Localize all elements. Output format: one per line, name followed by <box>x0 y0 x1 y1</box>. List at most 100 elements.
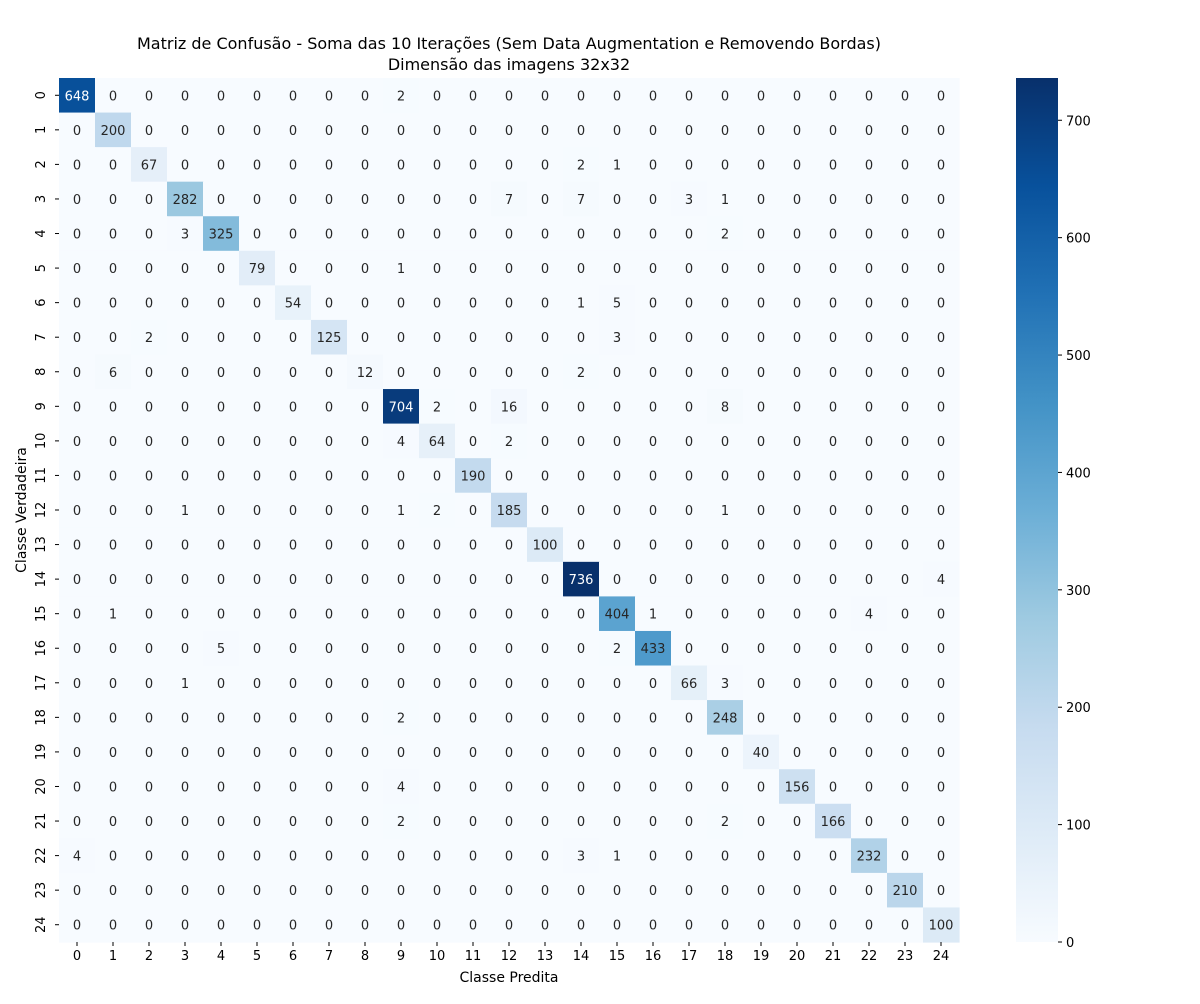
heatmap-cell <box>707 112 744 148</box>
cell-value-label: 4 <box>397 780 405 795</box>
heatmap-cell <box>347 216 384 252</box>
cell-value-label: 0 <box>649 89 657 104</box>
cell-value-label: 0 <box>505 642 513 657</box>
cell-value-label: 0 <box>793 573 801 588</box>
cell-value-label: 0 <box>181 711 189 726</box>
heatmap-cell <box>491 872 528 909</box>
heatmap-cell <box>815 734 852 770</box>
heatmap-cell <box>311 803 348 839</box>
heatmap-cell <box>527 319 564 356</box>
cell-value-label: 0 <box>793 158 801 173</box>
cell-value-label: 0 <box>721 608 729 623</box>
cell-value-label: 0 <box>325 780 333 795</box>
cell-value-label: 0 <box>397 677 405 692</box>
heatmap-cell <box>347 112 384 148</box>
cell-value-label: 0 <box>73 608 81 623</box>
heatmap-cell <box>455 630 492 667</box>
heatmap-cell <box>239 423 276 459</box>
cell-value-label: 3 <box>613 331 621 346</box>
heatmap-cell <box>95 907 132 943</box>
cell-value-label: 0 <box>829 435 837 450</box>
cell-value-label: 0 <box>793 193 801 208</box>
heatmap-cell <box>671 665 708 701</box>
heatmap-cell <box>167 458 204 494</box>
cell-value-label: 0 <box>217 469 225 484</box>
heatmap-cell <box>239 147 276 183</box>
heatmap-cell <box>707 492 744 528</box>
heatmap-cell <box>743 389 780 425</box>
x-tick-label: 10 <box>429 949 446 964</box>
cell-value-label: 0 <box>865 89 873 104</box>
heatmap-cell <box>95 216 132 252</box>
heatmap-cell <box>779 561 816 597</box>
heatmap-cell <box>131 803 168 839</box>
cell-value-label: 0 <box>253 919 261 934</box>
cell-value-label: 0 <box>649 850 657 865</box>
heatmap-cell <box>887 78 924 114</box>
heatmap-cell <box>131 216 168 252</box>
cell-value-label: 0 <box>361 746 369 761</box>
heatmap-cell <box>203 389 240 425</box>
cell-value-label: 0 <box>433 158 441 173</box>
colorbar-tick-label: 100 <box>1066 819 1091 834</box>
heatmap-cell <box>347 665 384 701</box>
cell-value-label: 8 <box>721 400 729 415</box>
cell-value-label: 0 <box>253 677 261 692</box>
heatmap-cell <box>491 561 528 597</box>
cell-value-label: 0 <box>505 124 513 139</box>
cell-value-label: 0 <box>829 124 837 139</box>
cell-value-label: 0 <box>253 89 261 104</box>
heatmap-cell <box>311 527 348 563</box>
heatmap-cell <box>779 423 816 459</box>
cell-value-label: 0 <box>793 366 801 381</box>
heatmap-cell <box>635 147 672 183</box>
heatmap-cell <box>779 216 816 252</box>
cell-value-label: 0 <box>469 573 477 588</box>
heatmap-cell <box>635 872 672 909</box>
heatmap-cell <box>743 838 780 874</box>
cell-value-label: 0 <box>73 469 81 484</box>
heatmap-cell <box>743 492 780 528</box>
cell-value-label: 0 <box>181 331 189 346</box>
cell-value-label: 0 <box>253 539 261 554</box>
heatmap-cell <box>563 354 600 390</box>
cell-value-label: 0 <box>541 677 549 692</box>
heatmap-cell <box>563 250 600 286</box>
heatmap-cell <box>167 769 204 805</box>
cell-value-label: 0 <box>289 331 297 346</box>
heatmap-cell <box>563 492 600 528</box>
cell-value-label: 0 <box>865 366 873 381</box>
cell-value-label: 0 <box>721 158 729 173</box>
cell-value-label: 0 <box>433 608 441 623</box>
heatmap-cell <box>311 78 348 114</box>
heatmap-cell <box>167 527 204 563</box>
heatmap-cell <box>311 423 348 459</box>
heatmap-cell <box>59 630 96 667</box>
x-tick-label: 22 <box>861 949 878 964</box>
heatmap-cell <box>635 78 672 114</box>
cell-value-label: 1 <box>181 504 189 519</box>
cell-value-label: 0 <box>433 469 441 484</box>
cell-value-label: 0 <box>325 228 333 243</box>
heatmap-cell <box>455 492 492 528</box>
heatmap-cell <box>707 561 744 597</box>
heatmap-cell <box>419 492 456 528</box>
heatmap-cell <box>455 907 492 943</box>
x-tick-label: 9 <box>397 949 405 964</box>
cell-value-label: 0 <box>685 469 693 484</box>
cell-value-label: 0 <box>613 919 621 934</box>
cell-value-label: 0 <box>109 642 117 657</box>
cell-value-label: 0 <box>937 193 945 208</box>
heatmap-cell <box>707 769 744 805</box>
heatmap-cell <box>383 907 420 943</box>
heatmap-cell <box>203 354 240 390</box>
cell-value-label: 0 <box>253 884 261 899</box>
x-axis-ticks: 0 1 2 3 4 5 6 7 8 9 10 11 12 13 14 15 16 17 18 19 20 21 22 23 24 <box>73 942 949 964</box>
cell-value-label: 0 <box>793 469 801 484</box>
cell-value-label: 0 <box>73 642 81 657</box>
heatmap-cell <box>563 872 600 909</box>
heatmap-cell <box>419 596 456 632</box>
heatmap-cell <box>455 112 492 148</box>
heatmap-cell <box>779 181 816 217</box>
heatmap-cell <box>239 112 276 148</box>
